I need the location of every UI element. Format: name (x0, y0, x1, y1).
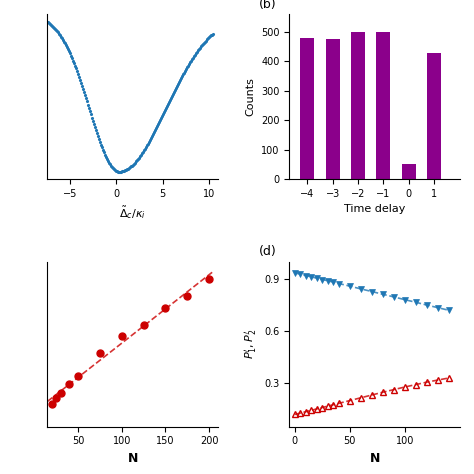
Bar (428, 53, 441, 179)
Bar (376, 32, 391, 179)
Bar (300, 38, 314, 179)
X-axis label: N: N (128, 452, 138, 465)
Y-axis label: $P_1^{\prime}, P_2^{\prime}$: $P_1^{\prime}, P_2^{\prime}$ (243, 329, 259, 359)
Bar (402, 164, 416, 179)
Y-axis label: Counts: Counts (246, 77, 255, 116)
X-axis label: $\tilde{\Delta}_c/\kappa_i$: $\tilde{\Delta}_c/\kappa_i$ (119, 204, 146, 221)
X-axis label: N: N (369, 452, 380, 465)
X-axis label: Time delay: Time delay (344, 204, 405, 214)
Bar (351, 32, 365, 179)
Text: (d): (d) (259, 246, 276, 258)
Bar (326, 39, 339, 179)
Text: (b): (b) (259, 0, 276, 11)
